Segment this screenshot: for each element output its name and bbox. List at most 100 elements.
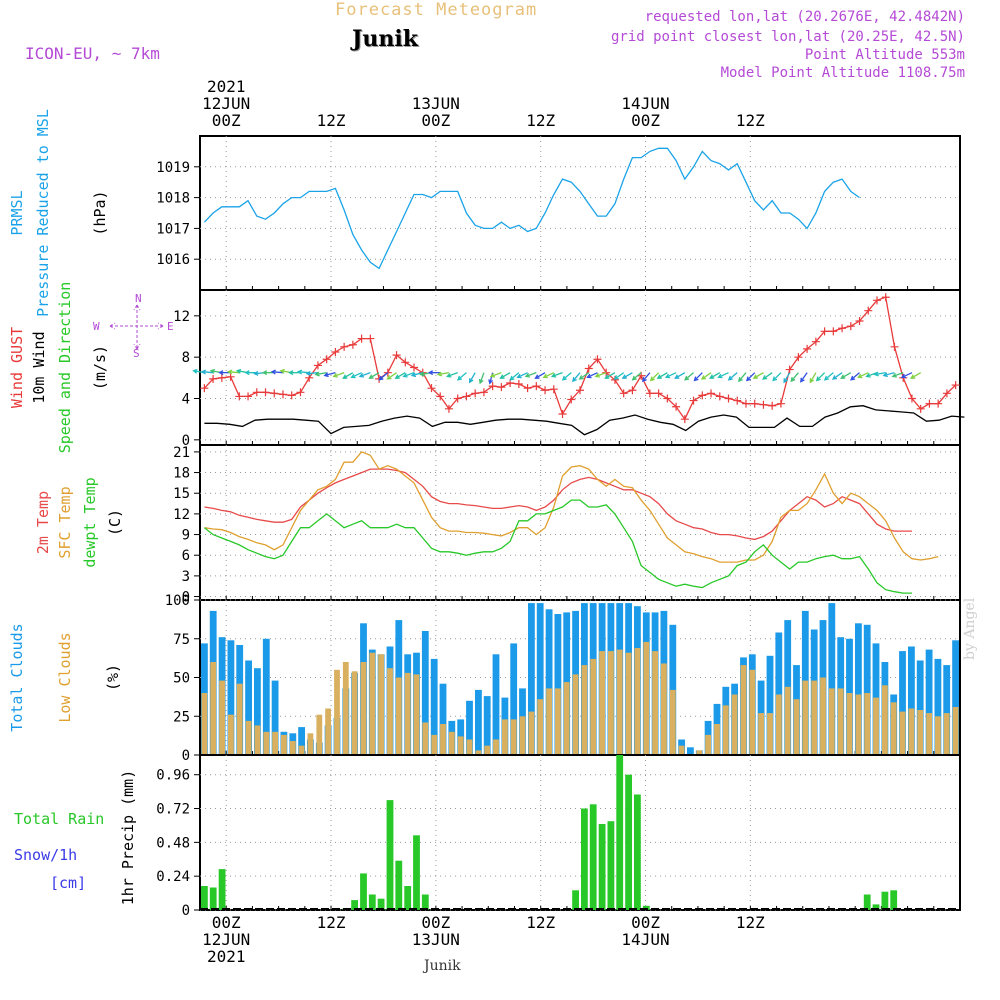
wind-arrow <box>306 372 318 375</box>
temperature-ylabel: 2m Temp <box>34 491 52 554</box>
rain-bar <box>404 886 412 910</box>
gust-marker <box>427 384 436 393</box>
wind-arrow-head <box>684 375 690 381</box>
chart-title: Forecast Meteogram <box>335 0 538 20</box>
low-cloud-bar <box>652 651 658 755</box>
compass-w: W <box>93 320 100 333</box>
gust-marker <box>392 351 401 360</box>
low-cloud-bar <box>767 713 773 755</box>
wind-arrow-head <box>738 377 743 383</box>
total-cloud-bar <box>483 696 491 755</box>
wind-arrow-head <box>446 372 452 378</box>
wind-arrow-head <box>586 373 592 379</box>
wind-arrow <box>500 372 511 379</box>
gust-marker <box>270 389 279 398</box>
wind-arrow-head <box>342 374 348 379</box>
wind-arrow <box>378 372 389 381</box>
temperature-ylabel: SFC Temp <box>56 486 74 558</box>
gust-marker <box>235 392 244 401</box>
wind-ylabel: 10m Wind <box>30 331 48 403</box>
low-cloud-bar <box>298 745 305 755</box>
low-cloud-bar <box>890 702 897 755</box>
total-cloud-bar <box>245 660 252 755</box>
low-cloud-bar <box>590 658 597 755</box>
top-time-label: 2021 <box>207 77 246 96</box>
wind-arrow-head <box>578 375 584 380</box>
low-cloud-bar <box>952 707 959 755</box>
wind-arrow <box>605 372 616 379</box>
gust-marker <box>401 358 410 367</box>
total-cloud-bar <box>554 614 562 755</box>
low-cloud-bar <box>661 663 667 755</box>
low-cloud-bar <box>289 741 296 755</box>
gust-marker <box>488 382 497 391</box>
low-cloud-bar <box>510 719 517 755</box>
wind-arrow <box>901 372 913 378</box>
total-cloud-bar <box>262 638 270 756</box>
wind-arrow-head <box>542 373 548 379</box>
wind-arrow <box>351 372 362 378</box>
wind-arrow <box>587 372 598 378</box>
wind-arrow-head <box>368 374 374 379</box>
wind-arrow <box>551 372 563 378</box>
gust-marker <box>541 386 550 395</box>
gust-marker <box>479 388 488 397</box>
low-cloud-bar <box>643 641 650 755</box>
gust-marker <box>453 394 462 403</box>
gridpoint-coords: grid point closest lon,lat (20.25E, 42.5… <box>610 29 965 45</box>
wind-arrow-head <box>468 378 474 384</box>
top-time-label: 12Z <box>736 111 765 130</box>
wind-arrow <box>614 372 625 380</box>
temperature-ytick-label: 0 <box>182 590 190 606</box>
wind-arrow-head <box>332 372 338 378</box>
gust-marker <box>855 317 864 325</box>
wind-arrow-head <box>631 375 637 381</box>
wind-arrow-head <box>882 372 888 378</box>
top-time-label: 12Z <box>526 111 555 130</box>
wind-arrow <box>816 372 826 381</box>
pressure-ytick-label: 1017 <box>156 221 190 237</box>
wind-arrow <box>403 372 415 378</box>
bottom-time-label: 00Z <box>212 913 241 932</box>
low-cloud-bar <box>740 665 747 755</box>
rain-bar <box>360 873 367 910</box>
rain-bar <box>421 894 429 910</box>
gust-marker <box>724 394 733 403</box>
low-cloud-bar <box>802 680 809 755</box>
gust-marker <box>680 415 689 424</box>
wind-arrow <box>783 372 791 383</box>
precipitation-ytick-label: 0.24 <box>156 869 190 885</box>
gust-marker <box>313 361 322 370</box>
rain-bar <box>395 860 403 910</box>
gust-marker <box>366 334 375 343</box>
total-cloud-bar <box>916 660 924 755</box>
wind-arrow-head <box>227 369 233 375</box>
precipitation-ytick-label: 0.72 <box>156 802 190 818</box>
wind-arrow <box>850 372 860 381</box>
gust-marker <box>838 324 847 333</box>
rain-bar <box>351 900 358 910</box>
gust-marker <box>942 389 951 398</box>
low-cloud-bar <box>563 682 570 755</box>
wind-frame <box>199 289 961 446</box>
temperature-ytick-label: 6 <box>182 548 190 564</box>
rain-bar <box>625 774 632 910</box>
wind-arrow-head <box>534 374 540 379</box>
wind-arrow-head <box>840 374 846 379</box>
wind-arrow <box>892 372 904 378</box>
rain-bar <box>598 824 606 910</box>
wind-ytick-label: 12 <box>173 309 190 325</box>
low-cloud-bar <box>457 736 464 755</box>
total-cloud-bar <box>899 651 906 755</box>
rain-bar <box>413 835 420 910</box>
rain-bar <box>218 869 226 910</box>
temperature-ytick-label: 18 <box>173 466 190 482</box>
rain-bar <box>368 894 376 910</box>
wind-arrow-head <box>891 372 897 378</box>
low-cloud-bar <box>608 651 614 755</box>
total-cloud-bar <box>439 683 447 755</box>
low-cloud-bar <box>722 705 729 755</box>
temperature-ytick-label: 9 <box>182 528 190 544</box>
gust-marker <box>471 389 480 398</box>
low-cloud-bar <box>395 677 402 755</box>
